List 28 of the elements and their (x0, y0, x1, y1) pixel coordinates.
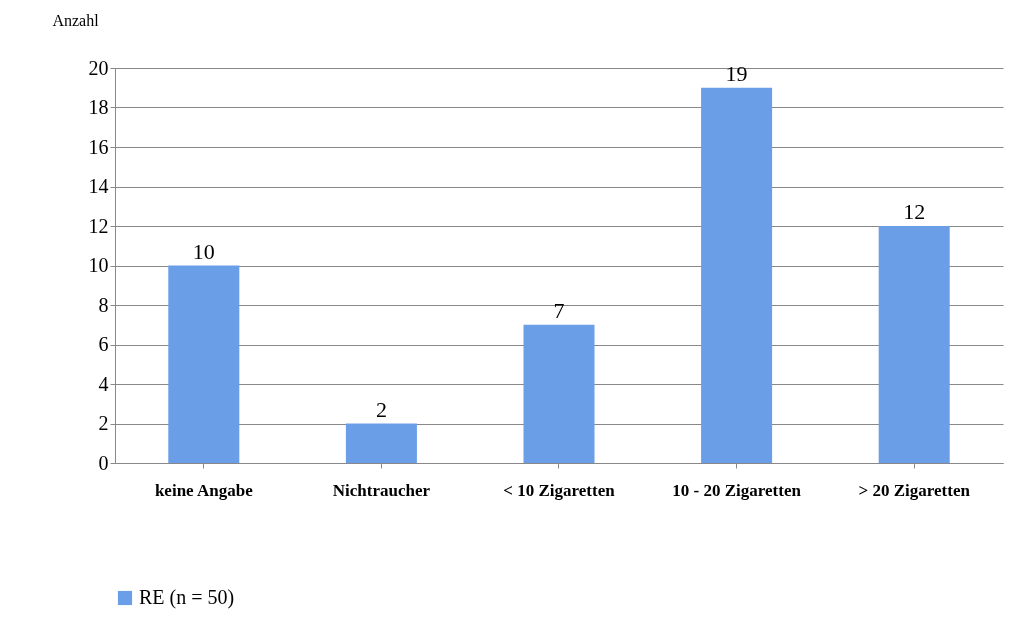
y-tick-label: 10 (88, 254, 109, 276)
y-tick-label: 20 (88, 56, 109, 79)
y-tick-label: 4 (98, 372, 109, 395)
y-tick-label: 2 (98, 412, 109, 434)
y-tick-label: 6 (98, 333, 109, 355)
legend-label: RE (n = 50) (139, 586, 235, 609)
y-tick-label: 12 (88, 214, 109, 237)
data-label: 12 (903, 199, 926, 224)
x-tick-label: 10 - 20 Zigaretten (672, 480, 802, 500)
bar (168, 265, 240, 463)
y-tick-label: 16 (88, 135, 109, 158)
data-label: 10 (192, 238, 215, 264)
y-tick-label: 8 (98, 293, 109, 316)
bar (701, 87, 773, 463)
x-tick-label: > 20 Zigaretten (858, 480, 971, 500)
bar (878, 226, 950, 463)
x-tick-label: keine Angabe (154, 480, 254, 500)
y-tick-label: 14 (88, 175, 109, 197)
bar (523, 324, 595, 463)
y-axis-title: Anzahl (52, 11, 100, 29)
y-tick-label: 0 (98, 451, 109, 474)
data-label: 2 (375, 396, 387, 422)
x-tick-label: Nichtraucher (332, 480, 431, 500)
x-tick-label: < 10 Zigaretten (503, 480, 616, 500)
data-label: 19 (725, 60, 748, 86)
bar (345, 423, 417, 463)
y-tick-label: 18 (88, 96, 109, 118)
data-label: 7 (553, 297, 565, 323)
